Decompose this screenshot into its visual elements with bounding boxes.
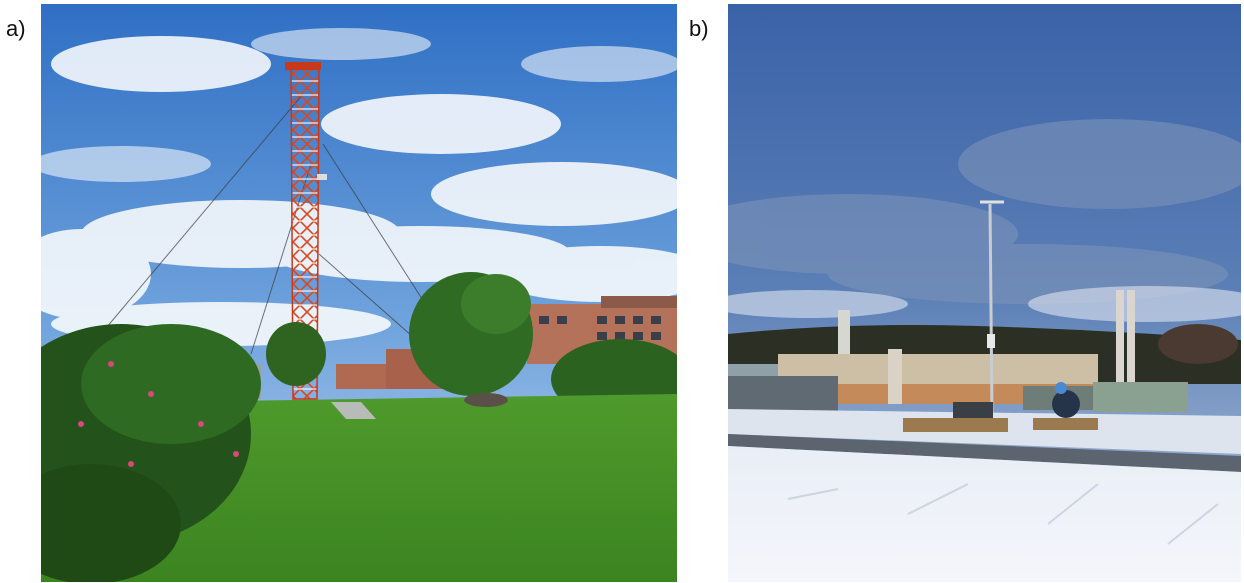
- photo-rooftop-mast: [728, 4, 1241, 582]
- rooftop-mast-illustration: [728, 4, 1241, 582]
- tower-lawn-illustration: [41, 4, 677, 582]
- panel-label-b: b): [689, 16, 709, 41]
- photo-tower-lawn: [41, 4, 677, 582]
- panel-label-a: a): [6, 16, 26, 41]
